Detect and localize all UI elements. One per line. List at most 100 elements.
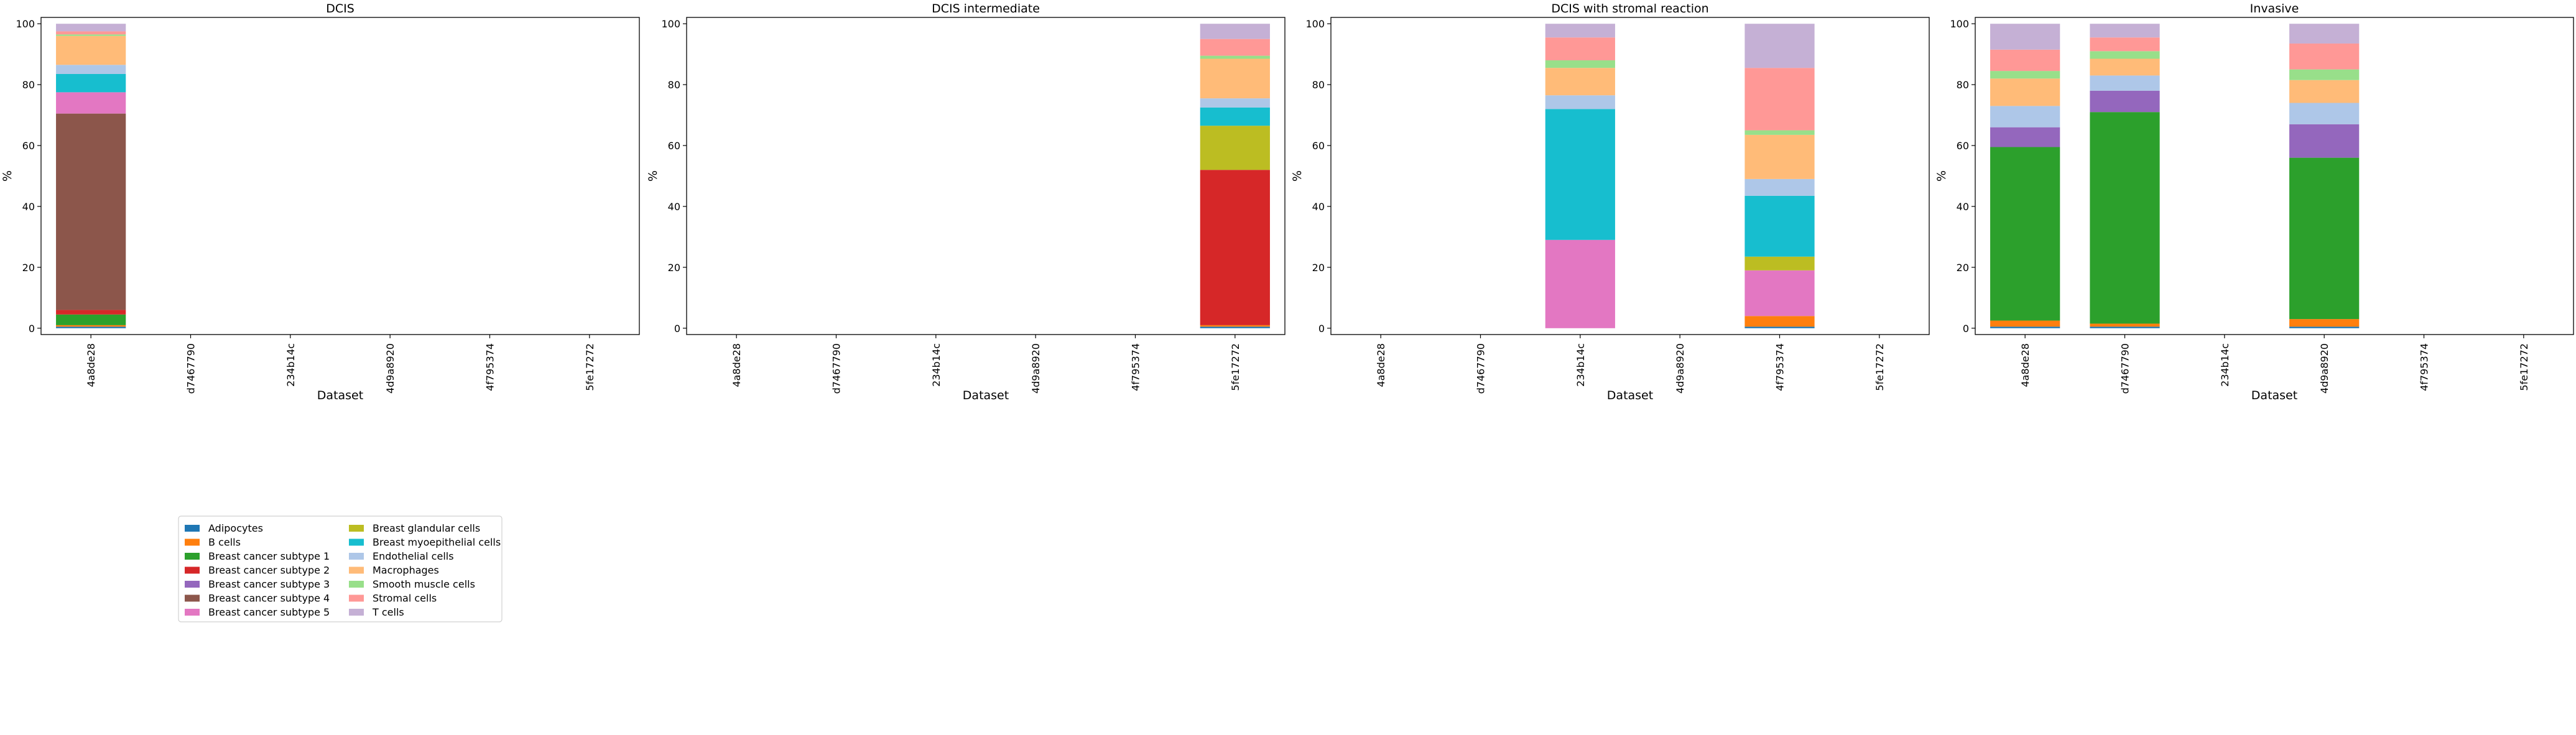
x-tick-label: 4f795374 xyxy=(1130,343,1142,391)
bar-segment xyxy=(2090,24,2160,38)
x-tick-label: d7467790 xyxy=(185,343,197,394)
y-tick-label: 0 xyxy=(1963,323,1969,335)
panel-title: DCIS with stromal reaction xyxy=(1551,2,1708,16)
legend-item: Macrophages xyxy=(349,565,439,576)
y-tick-label: 80 xyxy=(668,79,680,91)
y-tick-label: 60 xyxy=(22,140,35,152)
legend-swatch xyxy=(185,594,200,602)
bar-segment xyxy=(2090,75,2160,91)
bar-segment xyxy=(1990,106,2060,127)
panel-3: DCIS with stromal reaction 0 20 40 60 80 100% 4… xyxy=(1290,2,1930,402)
legend-item: Stromal cells xyxy=(349,593,437,604)
axes-frame xyxy=(686,17,1286,335)
bar-segment xyxy=(1200,107,1270,126)
legend-swatch xyxy=(185,525,200,532)
bar-segment xyxy=(1990,147,2060,321)
panel-title: DCIS xyxy=(326,2,354,16)
axes-frame xyxy=(1975,17,2574,335)
bar-segment xyxy=(1990,24,2060,50)
legend-swatch xyxy=(185,609,200,616)
x-tick-label: 234b14c xyxy=(930,343,942,387)
bar-segment xyxy=(1200,98,1270,108)
axes-frame xyxy=(1330,17,1930,335)
bar-segment xyxy=(56,310,126,315)
x-tick-label: 4d9a8920 xyxy=(2319,343,2330,394)
y-tick-label: 40 xyxy=(668,201,680,213)
legend-label: Breast cancer subtype 3 xyxy=(208,578,330,590)
legend-item: Breast cancer subtype 5 xyxy=(185,606,330,618)
y-tick-label: 40 xyxy=(1312,201,1325,213)
x-tick-label: 4d9a8920 xyxy=(1674,343,1686,394)
legend-label: Breast glandular cells xyxy=(373,522,480,534)
x-tick-label: d7467790 xyxy=(2120,343,2131,394)
legend-item: Breast cancer subtype 4 xyxy=(185,593,330,604)
y-tick-label: 40 xyxy=(1957,201,1969,213)
x-axis-label: Dataset xyxy=(1607,389,1653,402)
legend-label: T cells xyxy=(372,606,404,618)
panel-2: DCIS intermediate 0 20 40 60 80 100% 4a8de28 d74… xyxy=(646,2,1286,402)
legend-item: B cells xyxy=(185,537,241,548)
bar-segment xyxy=(2289,24,2360,44)
legend-swatch xyxy=(349,553,364,560)
bar-segment xyxy=(56,326,126,328)
legend-swatch xyxy=(185,539,200,546)
legend-swatch xyxy=(349,566,364,574)
legend-label: Breast myoepithelial cells xyxy=(373,537,501,548)
legend-swatch xyxy=(185,581,200,588)
legend-label: B cells xyxy=(208,537,241,548)
legend-swatch xyxy=(185,566,200,574)
bar-segment xyxy=(1744,68,1815,131)
bar-segment xyxy=(1744,178,1815,196)
bar-segment xyxy=(2090,326,2160,328)
bar-segment xyxy=(1545,24,1615,38)
x-tick-label: d7467790 xyxy=(831,343,843,394)
y-tick-label: 80 xyxy=(22,79,35,91)
legend-item: Breast cancer subtype 2 xyxy=(185,565,330,576)
x-axis-label: Dataset xyxy=(963,389,1009,402)
y-axis-label: % xyxy=(1,170,14,182)
bar-segment xyxy=(1200,58,1270,99)
bar-segment xyxy=(56,113,126,310)
x-tick-label: 234b14c xyxy=(2219,343,2231,387)
bar-segment xyxy=(2289,103,2360,124)
legend-label: Adipocytes xyxy=(208,522,263,534)
bar-segment xyxy=(1200,39,1270,56)
y-tick-label: 0 xyxy=(1318,323,1325,335)
y-tick-label: 20 xyxy=(22,262,35,274)
bar-segment xyxy=(56,31,126,35)
bar-segment xyxy=(1990,49,2060,72)
bar-segment xyxy=(56,65,126,74)
x-tick-label: 4a8de28 xyxy=(85,343,97,387)
bar-segment xyxy=(1744,256,1815,270)
legend-item: Breast glandular cells xyxy=(349,522,480,534)
legend-swatch xyxy=(349,609,364,616)
bar-segment xyxy=(1990,326,2060,328)
bar-segment xyxy=(1200,326,1270,328)
legend-item: Breast myoepithelial cells xyxy=(349,537,501,548)
legend-label: Macrophages xyxy=(373,565,439,576)
y-axis-label: % xyxy=(1290,170,1304,182)
y-tick-label: 80 xyxy=(1312,79,1325,91)
bar-segment xyxy=(1545,37,1615,60)
legend-swatch xyxy=(349,594,364,602)
y-tick-label: 20 xyxy=(668,262,680,274)
panel-title: Invasive xyxy=(2250,2,2299,16)
bar-segment xyxy=(2289,326,2360,328)
panel-1: DCIS 0 20 40 60 80 100% 4a8de28 d7467790 234b14c 4… xyxy=(1,2,640,402)
legend-item: Endothelial cells xyxy=(349,550,454,562)
bar-segment xyxy=(56,92,126,114)
x-tick-label: 234b14c xyxy=(1575,343,1587,387)
y-tick-label: 100 xyxy=(661,18,680,30)
x-tick-label: 4a8de28 xyxy=(2019,343,2031,387)
bar-segment xyxy=(2090,37,2160,52)
panel-title: DCIS intermediate xyxy=(932,2,1040,16)
axes-frame xyxy=(40,17,640,335)
x-tick-label: 5fe17272 xyxy=(584,343,596,391)
bar-segment xyxy=(2289,157,2360,320)
bar-segment xyxy=(56,24,126,32)
bar-segment xyxy=(2289,319,2360,327)
legend-label: Breast cancer subtype 1 xyxy=(208,550,330,562)
y-tick-label: 60 xyxy=(668,140,680,152)
bar-segment xyxy=(2090,51,2160,59)
